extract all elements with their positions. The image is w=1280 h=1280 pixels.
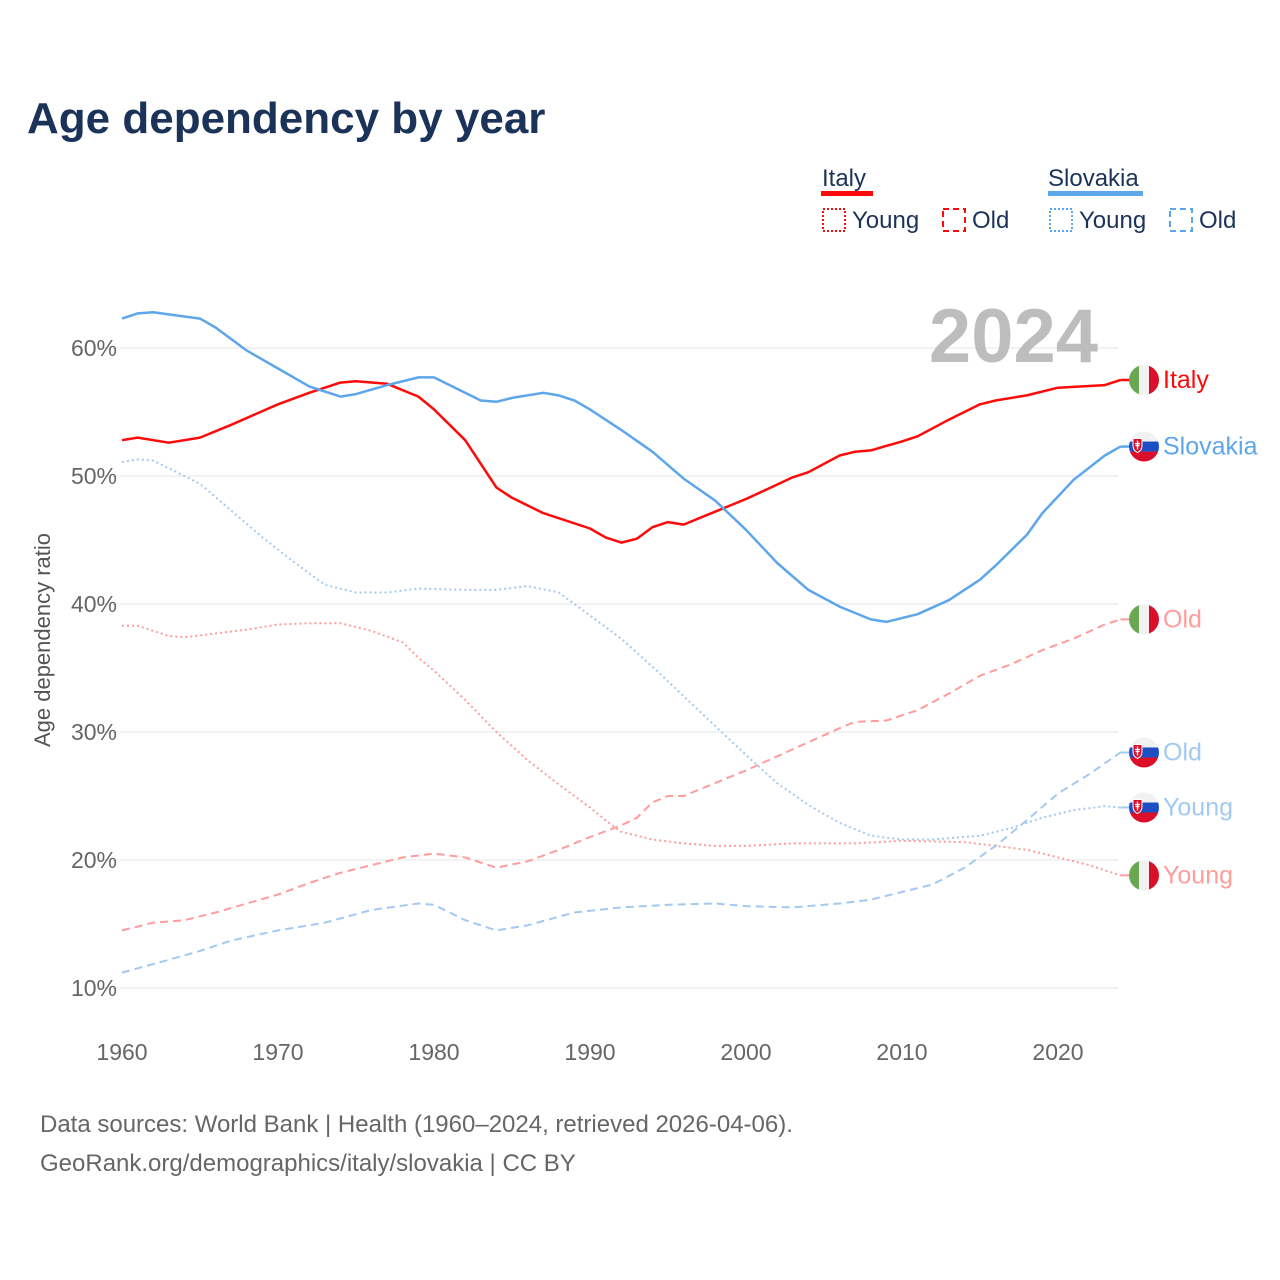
end-label-italy: Italy [1163,366,1209,394]
italy-flag-icon [1129,604,1159,635]
slovakia-flag-icon [1129,431,1159,462]
y-tick-label: 40% [71,591,117,617]
end-label-italy-young: Young [1163,861,1233,889]
end-label-slovakia: Slovakia [1163,433,1258,461]
x-tick-label: 2010 [876,1039,927,1065]
x-tick-label: 1990 [564,1039,615,1065]
legend-slovakia-young-swatch [1049,208,1073,232]
end-label-italy-old: Old [1163,605,1202,633]
legend-slovakia-old-swatch [1169,208,1193,232]
series-line-slovakia-old [121,751,1121,974]
legend-italy-old-label: Old [972,207,1009,234]
legend-slovakia-old-label: Old [1199,207,1236,234]
x-tick-label: 2000 [720,1039,771,1065]
slovakia-flag-icon [1129,737,1159,768]
legend-slovakia-label: Slovakia [1048,165,1139,192]
legend-slovakia-bar [1048,191,1143,196]
footer-sources: Data sources: World Bank | Health (1960–… [40,1111,793,1138]
y-tick-label: 20% [71,847,117,873]
legend-italy-young-swatch [822,208,846,232]
chart-title: Age dependency by year [27,94,545,143]
italy-flag-icon [1129,860,1159,891]
series-line-italy-young [122,622,1121,877]
y-tick-label: 60% [71,335,117,361]
legend: Italy Young Old Slovakia Young Old [821,165,1236,234]
italy-flag-icon [1129,365,1159,395]
series-line-slovakia-young [121,458,1121,841]
legend-slovakia-young-label: Young [1079,207,1146,234]
x-tick-label: 2020 [1032,1039,1083,1065]
series-line-slovakia [121,310,1122,624]
x-tick-label: 1960 [96,1039,147,1065]
y-tick-label: 30% [71,719,117,745]
footer-attribution[interactable]: GeoRank.org/demographics/italy/slovakia … [40,1150,576,1177]
legend-italy-young-label: Young [852,207,919,234]
legend-italy-label: Italy [822,165,866,192]
y-axis-title: Age dependency ratio [30,533,55,747]
y-tick-label: 50% [71,463,117,489]
x-tick-label: 1970 [252,1039,303,1065]
legend-italy-bar [821,191,873,196]
slovakia-flag-icon [1129,792,1159,823]
legend-italy-old-swatch [942,208,966,232]
end-label-slovakia-young: Young [1163,794,1233,822]
current-year-label: 2024 [929,294,1098,379]
x-tick-label: 1980 [408,1039,459,1065]
y-tick-label: 10% [71,975,117,1001]
series-line-italy-old [121,618,1121,932]
end-label-slovakia-old: Old [1163,738,1202,766]
series-line-italy [121,378,1121,544]
